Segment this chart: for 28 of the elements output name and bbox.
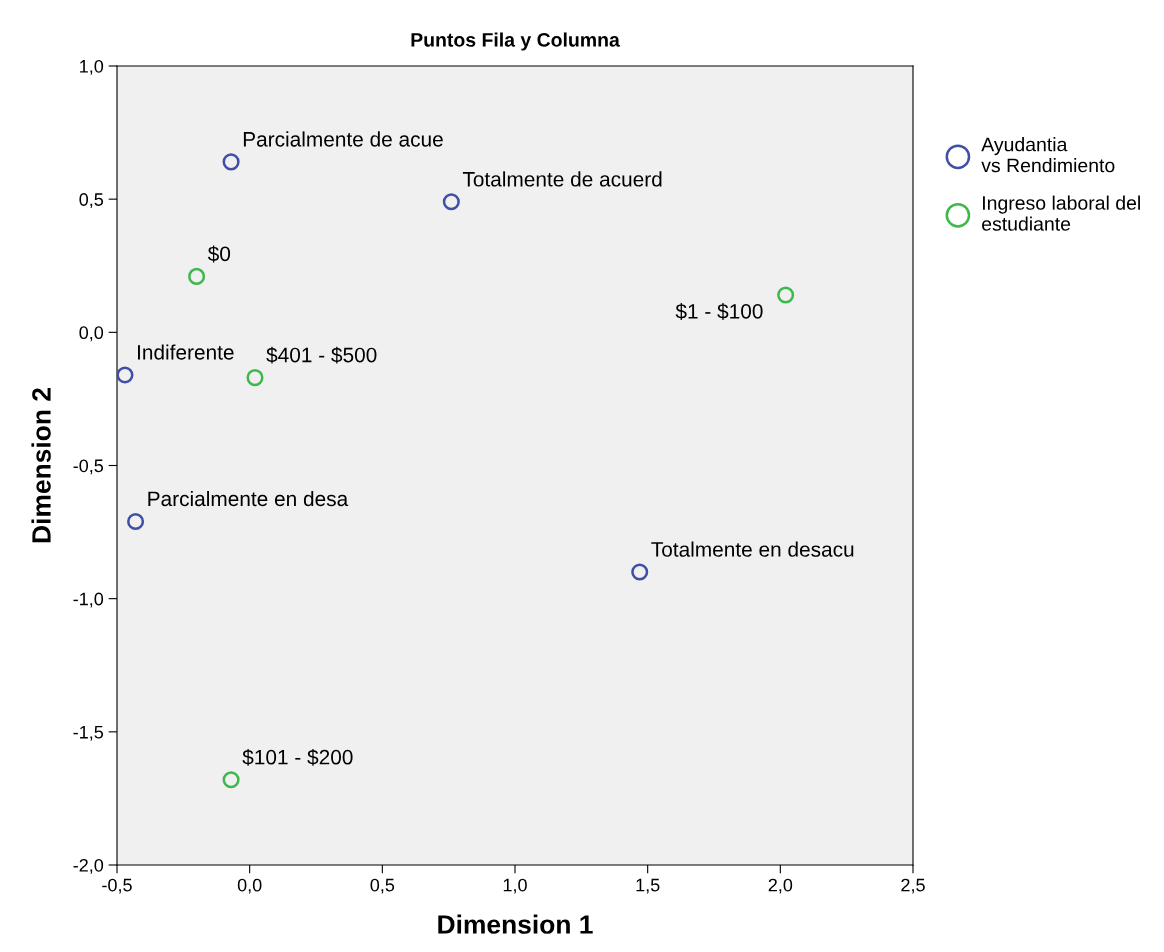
y-tick-label: -2,0: [73, 858, 104, 874]
annotation: $401 - $500: [266, 346, 377, 364]
annotation: Parcialmente de acue: [243, 131, 443, 147]
legend-label: Ingreso laboral del estudiante: [982, 195, 1140, 231]
annotation: $1 - $100: [675, 303, 763, 320]
x-tick-label: 2,0: [768, 878, 793, 894]
x-tick-label: 0,0: [237, 878, 262, 894]
x-tick-label: 1,5: [636, 878, 660, 894]
annotation: $0: [207, 245, 231, 263]
y-tick-label: 0,5: [79, 193, 104, 209]
annotation: Indiferente: [137, 344, 234, 360]
y-axis-title: Dimension 2: [31, 388, 51, 543]
y-tick-label: -1,0: [73, 592, 104, 608]
y-tick-label: 1,0: [80, 59, 104, 75]
x-tick-label: 0,5: [370, 878, 395, 894]
y-tick-label: -1,5: [73, 725, 104, 741]
legend-label: Ayudantia vs Rendimiento: [981, 137, 1115, 173]
x-tick-label: -0,5: [102, 878, 132, 894]
chart-title: Puntos Fila y Columna: [411, 32, 620, 51]
x-tick-label: 1,0: [503, 878, 527, 894]
annotation: Totalmente de acuerd: [462, 171, 662, 187]
annotation: $101 - $200: [242, 748, 353, 766]
x-axis-title: Dimension 1: [438, 914, 593, 934]
y-tick-label: 0,0: [79, 326, 104, 342]
y-tick-label: -0,5: [73, 459, 104, 475]
annotation: Parcialmente en desa: [148, 490, 349, 507]
annotation: Totalmente en desacu: [651, 541, 854, 557]
x-tick-label: 2,5: [901, 878, 925, 894]
